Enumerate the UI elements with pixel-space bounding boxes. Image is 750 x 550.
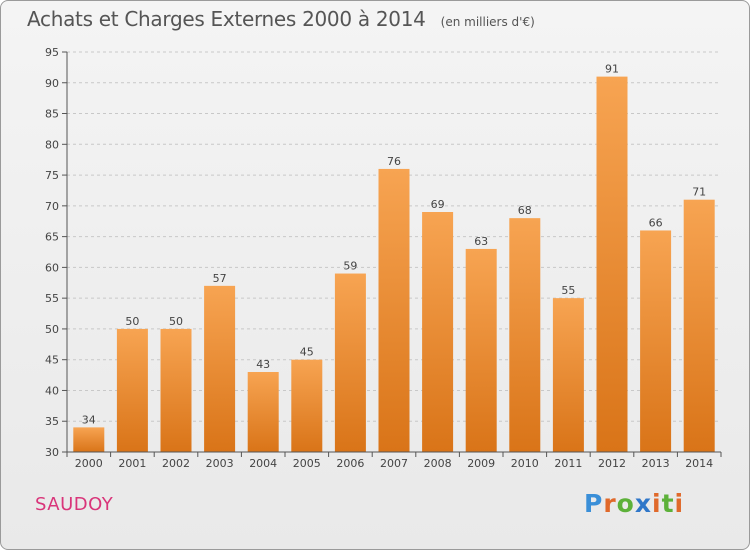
bar-2005 xyxy=(291,359,323,452)
y-tick-label-85: 85 xyxy=(45,108,59,121)
logo-letter: i xyxy=(674,489,685,518)
bar-2000 xyxy=(73,427,105,452)
data-label-2001: 50 xyxy=(125,315,139,328)
data-label-2003: 57 xyxy=(213,272,227,285)
bar-2006 xyxy=(334,273,366,452)
logo-letter: x xyxy=(634,489,652,518)
chart-title: Achats et Charges Externes 2000 à 2014 xyxy=(27,7,426,31)
data-label-2012: 91 xyxy=(605,63,619,76)
y-tick-label-95: 95 xyxy=(45,46,59,59)
x-tick-label-2000: 2000 xyxy=(75,457,103,470)
x-tick-label-2014: 2014 xyxy=(685,457,713,470)
data-label-2014: 71 xyxy=(692,186,706,199)
bar-2010 xyxy=(509,218,541,452)
bar-2014 xyxy=(683,199,715,452)
bar-2003 xyxy=(204,285,236,452)
chart-subtitle: (en milliers d'€) xyxy=(440,15,535,29)
bar-2009 xyxy=(465,248,497,452)
commune-name: SAUDOY xyxy=(35,494,114,515)
data-label-2000: 34 xyxy=(82,413,96,426)
y-tick-label-45: 45 xyxy=(45,354,59,367)
x-tick-label-2007: 2007 xyxy=(380,457,408,470)
x-tick-label-2012: 2012 xyxy=(598,457,626,470)
x-tick-label-2013: 2013 xyxy=(642,457,670,470)
axis-layer: 30 35 40 45 50 55 60 65 70 75 80 85 90 95 2000 2001 2002… xyxy=(45,46,722,470)
x-tick-label-2004: 2004 xyxy=(249,457,277,470)
y-tick-label-50: 50 xyxy=(45,323,59,336)
x-tick-label-2001: 2001 xyxy=(118,457,146,470)
bar-2012 xyxy=(596,76,628,452)
bar-2013 xyxy=(640,230,672,452)
data-label-2005: 45 xyxy=(300,346,314,359)
x-tick-label-2008: 2008 xyxy=(424,457,452,470)
data-label-2009: 63 xyxy=(474,235,488,248)
x-tick-label-2010: 2010 xyxy=(511,457,539,470)
y-tick-label-35: 35 xyxy=(45,415,59,428)
bar-2001 xyxy=(116,328,148,452)
data-label-2008: 69 xyxy=(431,198,445,211)
data-label-2006: 59 xyxy=(343,260,357,273)
data-label-2013: 66 xyxy=(649,216,663,229)
bars-layer: 34 50 50 57 43 45 59 76 69 63 68 55 91 66 71 xyxy=(73,63,715,452)
data-label-2002: 50 xyxy=(169,315,183,328)
y-tick-label-80: 80 xyxy=(45,138,59,151)
x-tick-label-2006: 2006 xyxy=(336,457,364,470)
y-tick-label-75: 75 xyxy=(45,169,59,182)
y-tick-label-65: 65 xyxy=(45,231,59,244)
bar-2011 xyxy=(552,298,584,452)
y-tick-label-70: 70 xyxy=(45,200,59,213)
logo-letter: i xyxy=(652,489,662,518)
y-tick-label-30: 30 xyxy=(45,446,59,459)
logo-letter: t xyxy=(661,489,675,518)
logo-letter: P xyxy=(584,489,604,518)
title-row: Achats et Charges Externes 2000 à 2014 (… xyxy=(27,7,535,31)
x-tick-label-2009: 2009 xyxy=(467,457,495,470)
data-label-2011: 55 xyxy=(561,284,575,297)
x-tick-label-2002: 2002 xyxy=(162,457,190,470)
logo-letter: r xyxy=(603,489,617,518)
bar-2008 xyxy=(422,212,454,452)
y-tick-label-55: 55 xyxy=(45,292,59,305)
data-label-2010: 68 xyxy=(518,204,532,217)
x-tick-label-2011: 2011 xyxy=(554,457,582,470)
y-tick-label-60: 60 xyxy=(45,261,59,274)
y-tick-label-40: 40 xyxy=(45,384,59,397)
x-tick-label-2003: 2003 xyxy=(206,457,234,470)
bar-2007 xyxy=(378,168,410,452)
data-label-2007: 76 xyxy=(387,155,401,168)
bar-2002 xyxy=(160,328,192,452)
y-tick-label-90: 90 xyxy=(45,77,59,90)
proxiti-logo: Proxiti xyxy=(584,489,684,518)
x-tick-label-2005: 2005 xyxy=(293,457,321,470)
data-label-2004: 43 xyxy=(256,358,270,371)
logo-letter: o xyxy=(616,489,635,518)
bar-2004 xyxy=(247,372,279,452)
